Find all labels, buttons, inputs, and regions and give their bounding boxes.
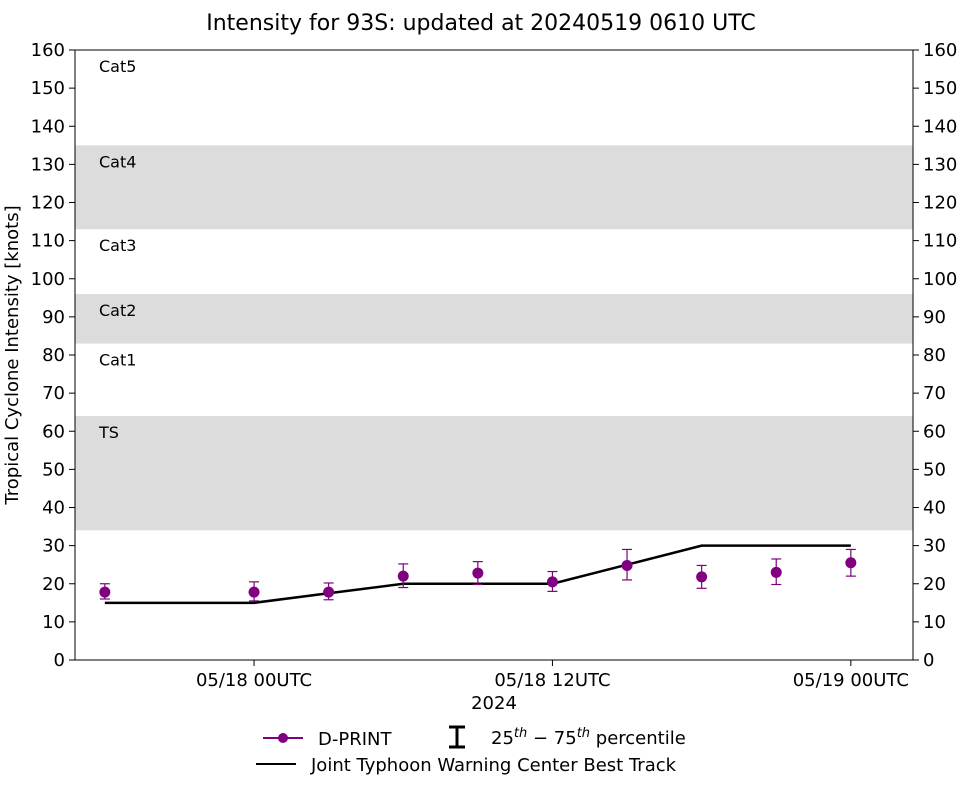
y-tick-label-right: 90 [923, 307, 946, 328]
y-tick-label-right: 50 [923, 459, 946, 480]
dprint-marker [770, 566, 782, 578]
dprint-point [696, 564, 708, 589]
dprint-point [546, 570, 558, 592]
dprint-marker [472, 567, 484, 579]
y-tick-label-right: 130 [923, 154, 957, 175]
y-tick-label-left: 0 [54, 650, 65, 671]
y-tick-label-left: 140 [31, 116, 65, 137]
dprint-marker [696, 571, 708, 583]
legend: D-PRINT 25th − 75th percentile Joint Typ… [256, 725, 686, 776]
legend-best-track-label: Joint Typhoon Warning Center Best Track [310, 755, 677, 776]
dprint-point [845, 548, 857, 577]
category-label-ts: TS [98, 423, 119, 442]
dprint-point [99, 583, 111, 600]
y-tick-label-right: 80 [923, 345, 946, 366]
y-tick-label-right: 160 [923, 40, 957, 61]
y-tick-label-right: 20 [923, 574, 946, 595]
dprint-marker [248, 586, 260, 598]
category-labels: TS Cat1 Cat2 Cat3 Cat4 Cat5 [98, 57, 136, 442]
dprint-point [621, 548, 633, 581]
category-label-cat1: Cat1 [99, 351, 136, 370]
dprint-marker [845, 557, 857, 569]
y-tick-label-left: 60 [42, 421, 65, 442]
x-tick-label: 05/19 00UTC [793, 670, 909, 691]
y-tick-label-right: 10 [923, 612, 946, 633]
y-tick-label-right: 70 [923, 383, 946, 404]
x-tick-label: 05/18 00UTC [196, 670, 312, 691]
y-tick-label-right: 60 [923, 421, 946, 442]
y-axis-label: Tropical Cyclone Intensity [knots] [2, 205, 23, 505]
dprint-point [397, 563, 409, 589]
y-tick-label-left: 70 [42, 383, 65, 404]
y-tick-label-left: 130 [31, 154, 65, 175]
y-tick-label-right: 110 [923, 231, 957, 252]
legend-percentile-label: 25th − 75th percentile [491, 726, 686, 749]
category-bands [75, 145, 913, 531]
dprint-marker [99, 586, 111, 598]
y-tick-label-left: 120 [31, 193, 65, 214]
axis-ticks: 0 0 10 10 20 20 30 30 40 40 50 50 60 60 70 70 80 80 90 90 10… [31, 40, 958, 691]
y-tick-label-left: 80 [42, 345, 65, 366]
y-tick-label-left: 30 [42, 536, 65, 557]
dprint-point [472, 561, 484, 586]
y-tick-label-left: 20 [42, 574, 65, 595]
category-label-cat2: Cat2 [99, 301, 136, 320]
band-cat2 [75, 294, 913, 344]
y-tick-label-left: 100 [31, 269, 65, 290]
band-cat4 [75, 145, 913, 230]
x-tick-label: 05/18 12UTC [494, 670, 610, 691]
y-tick-label-right: 0 [923, 650, 934, 671]
y-tick-label-left: 40 [42, 498, 65, 519]
y-tick-label-right: 150 [923, 78, 957, 99]
y-tick-label-left: 90 [42, 307, 65, 328]
legend-errorbar-icon [449, 725, 465, 749]
y-tick-label-right: 140 [923, 116, 957, 137]
legend-dprint-label: D-PRINT [318, 729, 392, 750]
dprint-point [323, 582, 335, 601]
y-tick-label-right: 120 [923, 193, 957, 214]
plot-frame [74, 49, 914, 661]
y-tick-label-left: 50 [42, 459, 65, 480]
y-tick-label-right: 100 [923, 269, 957, 290]
category-label-cat3: Cat3 [99, 236, 136, 255]
category-label-cat5: Cat5 [99, 57, 136, 76]
y-tick-label-right: 40 [923, 498, 946, 519]
y-tick-label-left: 110 [31, 231, 65, 252]
legend-dprint-marker [278, 733, 288, 743]
y-tick-label-right: 30 [923, 536, 946, 557]
y-tick-label-left: 10 [42, 612, 65, 633]
dprint-point [770, 558, 782, 586]
y-tick-label-left: 160 [31, 40, 65, 61]
dprint-marker [323, 586, 335, 598]
dprint-series [99, 548, 857, 602]
dprint-marker [546, 576, 558, 588]
dprint-marker [397, 570, 409, 582]
x-axis-label: 2024 [471, 693, 517, 714]
chart-title: Intensity for 93S: updated at 20240519 0… [206, 11, 756, 36]
dprint-point [248, 581, 260, 602]
dprint-marker [621, 559, 633, 571]
band-ts [75, 416, 913, 531]
y-tick-label-left: 150 [31, 78, 65, 99]
category-label-cat4: Cat4 [99, 152, 136, 171]
